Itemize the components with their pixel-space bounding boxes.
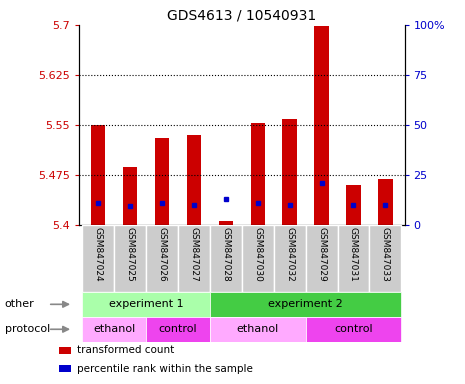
Bar [251,123,265,225]
Bar [306,317,401,342]
Bar [146,225,178,292]
Text: control: control [159,324,197,334]
Bar [370,225,401,292]
Bar [219,221,233,225]
Bar [283,119,297,225]
Bar [155,138,169,225]
Bar [123,167,137,225]
Bar [60,347,72,354]
Text: protocol: protocol [5,324,50,334]
Text: ethanol: ethanol [93,324,135,334]
Text: percentile rank within the sample: percentile rank within the sample [77,364,252,374]
Text: GSM847033: GSM847033 [381,227,390,281]
Bar [178,225,210,292]
Bar [187,135,201,225]
Text: GSM847024: GSM847024 [93,227,103,281]
Bar [146,317,210,342]
Text: GSM847027: GSM847027 [189,227,199,281]
Text: GSM847029: GSM847029 [317,227,326,281]
Title: GDS4613 / 10540931: GDS4613 / 10540931 [167,8,316,22]
Bar [91,125,106,225]
Bar [210,292,401,317]
Bar [314,26,329,225]
Text: other: other [5,299,34,310]
Text: GSM847028: GSM847028 [221,227,230,281]
Bar [242,225,274,292]
Text: GSM847031: GSM847031 [349,227,358,281]
Bar [378,179,392,225]
Text: ethanol: ethanol [237,324,279,334]
Bar [82,225,114,292]
Text: control: control [334,324,373,334]
Bar [338,225,370,292]
Bar [274,225,306,292]
Bar [60,365,72,372]
Text: GSM847032: GSM847032 [285,227,294,281]
Text: experiment 1: experiment 1 [109,299,183,310]
Text: experiment 2: experiment 2 [268,299,343,310]
Bar [82,292,210,317]
Bar [210,317,306,342]
Bar [114,225,146,292]
Bar [306,225,338,292]
Bar [346,185,361,225]
Text: GSM847030: GSM847030 [253,227,262,281]
Text: GSM847025: GSM847025 [126,227,134,281]
Bar [210,225,242,292]
Bar [82,317,146,342]
Text: GSM847026: GSM847026 [158,227,166,281]
Text: transformed count: transformed count [77,345,174,355]
